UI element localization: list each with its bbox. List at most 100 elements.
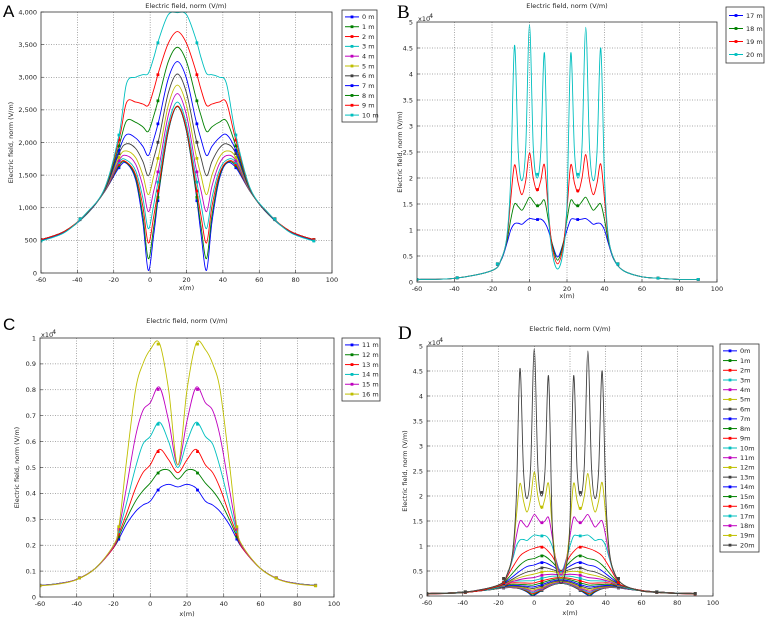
series-marker-9m xyxy=(540,579,544,583)
legend-item: 13m xyxy=(723,473,755,481)
series-marker-16m xyxy=(274,576,278,580)
series-marker-11m xyxy=(117,537,121,541)
legend-item: 14m xyxy=(723,483,755,491)
series-marker-0m xyxy=(195,199,199,203)
y-tick-label: 4 xyxy=(419,392,423,400)
legend-item: 7m xyxy=(723,415,750,423)
series-marker-20m xyxy=(427,592,429,595)
series-marker-4m xyxy=(234,159,238,163)
series-marker-11m xyxy=(578,573,582,577)
legend-swatch-marker xyxy=(350,363,354,366)
legend-swatch-marker xyxy=(350,25,354,29)
x-tick-label: -40 xyxy=(71,600,82,608)
y-exponent-label: 4 xyxy=(52,328,56,336)
legend-label: 10 m xyxy=(362,111,379,119)
series-marker-10m xyxy=(156,41,160,45)
legend-swatch-marker xyxy=(350,373,354,376)
legend-item: 5 m xyxy=(345,62,375,70)
legend-label: 7m xyxy=(740,415,750,423)
y-tick-label: 0.6 xyxy=(26,438,36,446)
y-tick-label: 3,500 xyxy=(18,41,37,49)
series-marker-10m xyxy=(195,41,199,45)
y-tick-label: 0.3 xyxy=(26,516,36,524)
legend-item: 18 m xyxy=(729,25,763,33)
x-tick-label: 60 xyxy=(638,285,646,293)
legend-label: 6m xyxy=(740,405,750,413)
legend-swatch-marker xyxy=(728,524,732,528)
y-tick-label: 0.7 xyxy=(26,412,36,420)
legend-swatch-marker xyxy=(350,382,354,386)
legend-swatch-marker xyxy=(728,475,732,479)
legend-item: 1m xyxy=(723,357,750,365)
series-marker-8m xyxy=(117,144,121,148)
legend-swatch-marker xyxy=(350,64,354,68)
series-marker-20m xyxy=(656,276,660,280)
legend-label: 3m xyxy=(740,376,750,384)
y-tick-label: 0.5 xyxy=(413,567,423,575)
series-marker-4m xyxy=(195,170,199,174)
legend-label: 18m xyxy=(740,522,755,530)
series-marker-20m xyxy=(540,491,544,494)
legend-label: 5 m xyxy=(362,62,375,70)
legend-swatch-marker xyxy=(734,14,738,17)
plot-frame xyxy=(39,337,335,598)
legend-label: 4m xyxy=(740,386,750,394)
x-tick-label: 100 xyxy=(326,276,338,284)
series-marker-16m xyxy=(314,584,318,588)
series-marker-20m xyxy=(617,577,620,580)
series-marker-15m xyxy=(156,388,160,391)
series-marker-10m xyxy=(234,133,238,137)
legend-item: 15m xyxy=(723,493,755,501)
legend-box xyxy=(341,337,381,402)
legend-item: 13 m xyxy=(345,361,379,369)
series-layer xyxy=(41,11,316,271)
y-axis-label: Electric field, norm (V/m) xyxy=(13,427,21,508)
series-marker-8m xyxy=(156,99,160,103)
series-marker-7m xyxy=(195,122,199,126)
series-marker-20m xyxy=(655,590,659,594)
series-marker-0m xyxy=(117,166,121,170)
series-marker-3m xyxy=(117,161,121,164)
legend-label: 12m xyxy=(740,464,755,472)
legend-label: 16m xyxy=(740,503,755,511)
panel-label: B xyxy=(397,2,410,23)
x-tick-label: 100 xyxy=(328,600,340,608)
legend-item: 1 m xyxy=(345,23,375,31)
y-tick-label: 1 xyxy=(32,334,36,342)
series-line-20m xyxy=(417,24,699,280)
y-tick-label: 4 xyxy=(409,70,413,78)
x-tick-label: 0 xyxy=(148,600,152,608)
series-marker-6m xyxy=(117,152,121,156)
legend-label: 9m xyxy=(740,435,750,443)
series-marker-18m xyxy=(578,521,582,525)
series-marker-9m xyxy=(234,138,238,142)
legend-swatch-marker xyxy=(734,53,738,56)
series-marker-16m xyxy=(540,545,544,549)
legend-item: 6 m xyxy=(345,72,375,80)
y-tick-label: 3.5 xyxy=(413,417,423,425)
legend-swatch-marker xyxy=(350,353,354,357)
series-marker-20m xyxy=(616,262,620,266)
legend-item: 3m xyxy=(723,376,750,384)
y-tick-label: 1 xyxy=(409,226,413,234)
x-tick-label: -60 xyxy=(36,276,47,284)
legend-item: 2 m xyxy=(345,33,375,41)
y-tick-label: 500 xyxy=(25,237,37,245)
x-tick-label: 100 xyxy=(707,599,719,607)
y-tick-label: 3.5 xyxy=(403,96,413,104)
legend-item: 11m xyxy=(723,454,755,462)
y-tick-label: 0.2 xyxy=(26,542,36,550)
series-marker-2m xyxy=(195,189,199,193)
series-marker-11m xyxy=(196,488,199,492)
x-tick-label: 40 xyxy=(600,285,608,293)
y-tick-label: 1.5 xyxy=(413,517,423,525)
series-marker-10m xyxy=(78,217,82,221)
x-tick-label: 40 xyxy=(602,599,610,607)
legend-swatch-marker xyxy=(728,378,732,382)
legend-swatch-marker xyxy=(728,368,732,372)
series-marker-12m xyxy=(117,535,121,539)
series-marker-9m xyxy=(578,579,582,583)
series-marker-13m xyxy=(156,450,160,453)
series-marker-5m xyxy=(195,156,199,160)
series-marker-20m xyxy=(463,590,467,594)
